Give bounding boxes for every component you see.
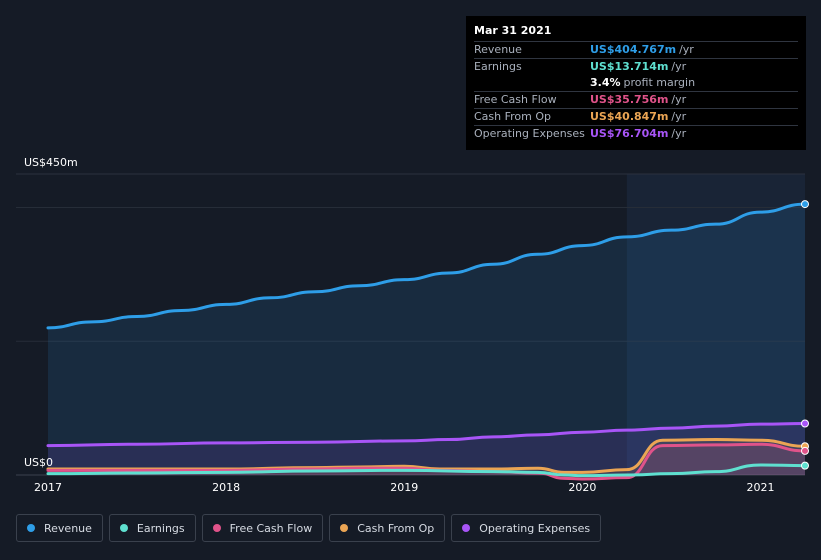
tooltip-row: Earnings US$13.714m/yr	[474, 58, 798, 75]
earnings-end-marker	[801, 461, 809, 470]
legend-dot-icon	[27, 524, 35, 532]
earnings-line	[46, 463, 807, 478]
tooltip-row: Operating Expenses US$76.704m/yr	[474, 125, 798, 142]
tooltip-row-unit: /yr	[671, 93, 687, 106]
tooltip-row: Free Cash Flow US$35.756m/yr	[474, 91, 798, 108]
revenue-end-marker	[801, 200, 809, 209]
series-end-markers	[801, 200, 809, 470]
x-tick-label: 2021	[746, 481, 774, 494]
tooltip-row-label: Operating Expenses	[474, 127, 585, 140]
x-axis-ticks: 2017 2018 2019 2020 2021	[34, 481, 774, 494]
tooltip-rows: Revenue US$404.767m/yr Earnings US$13.714m /…	[474, 41, 798, 142]
tooltip-row-unit: /yr	[671, 60, 687, 73]
tooltip-row-label: Free Cash Flow	[474, 93, 557, 106]
tooltip-row-label	[474, 75, 590, 91]
legend-item-cash-from-op[interactable]: Cash From Op	[329, 514, 446, 542]
grid-lines	[16, 173, 805, 476]
series-areas	[48, 204, 805, 480]
legend-dot-icon	[340, 524, 349, 532]
x-tick-label: 2020	[568, 481, 596, 494]
legend-label: Earnings	[136, 521, 185, 535]
tooltip-row-label: Revenue	[474, 43, 522, 56]
tooltip-row-value: US$35.756m	[590, 93, 669, 106]
y-axis-top-label: US$450m	[24, 156, 78, 169]
x-tick-label: 2017	[34, 481, 62, 494]
legend-item-earnings[interactable]: Earnings	[108, 514, 196, 542]
tooltip-row-unit: /yr	[671, 110, 687, 123]
tooltip-row-value: US$40.847m	[590, 110, 669, 123]
legend-label: Revenue	[44, 521, 92, 535]
tooltip-row-value: 3.4%	[590, 76, 621, 89]
tooltip-row: 3.4% profit margin	[474, 75, 798, 91]
operating-expenses-area	[48, 423, 805, 475]
free-cash-flow-end-marker	[801, 446, 809, 455]
y-axis-zero-label: US$0	[24, 456, 53, 469]
data-tooltip: Mar 31 2021 Revenue US$404.767m/yr Earning…	[466, 16, 806, 150]
tooltip-date: Mar 31 2021	[474, 24, 552, 37]
tooltip-row-label: Cash From Op	[474, 110, 552, 123]
legend-label: Free Cash Flow	[229, 521, 313, 535]
tooltip-row: Revenue US$404.767m/yr	[474, 41, 798, 58]
legend-dot-icon	[119, 524, 128, 532]
legend-item-operating-expenses[interactable]: Operating Expenses	[451, 514, 602, 542]
legend-label: Cash From Op	[357, 521, 435, 535]
legend-label: Operating Expenses	[479, 521, 591, 535]
tooltip-row-unit: /yr	[679, 43, 694, 56]
legend-dot-icon	[462, 524, 471, 532]
revenue-line	[46, 202, 807, 330]
legend-item-revenue[interactable]: Revenue	[16, 514, 103, 542]
tooltip-row-label: Earnings	[474, 60, 522, 73]
revenue-area	[48, 204, 805, 475]
operating-expenses-line	[46, 421, 807, 448]
tooltip-row-unit: /yr	[671, 127, 687, 140]
operating-expenses-end-marker	[801, 419, 809, 428]
chart-legend: Revenue Earnings Free Cash Flow Cash From O…	[16, 514, 602, 542]
legend-item-free-cash-flow[interactable]: Free Cash Flow	[201, 514, 324, 542]
tooltip-row-value: US$404.767m	[590, 43, 677, 56]
x-tick-label: 2019	[390, 481, 418, 494]
tooltip-row-value: US$13.714m	[590, 60, 669, 73]
x-tick-label: 2018	[212, 481, 240, 494]
tooltip-row-unit: profit margin	[623, 76, 696, 89]
tooltip-row-value: US$76.704m	[590, 127, 669, 140]
series-lines	[46, 202, 807, 481]
legend-dot-icon	[212, 524, 221, 532]
tooltip-row: Cash From Op US$40.847m/yr	[474, 108, 798, 125]
